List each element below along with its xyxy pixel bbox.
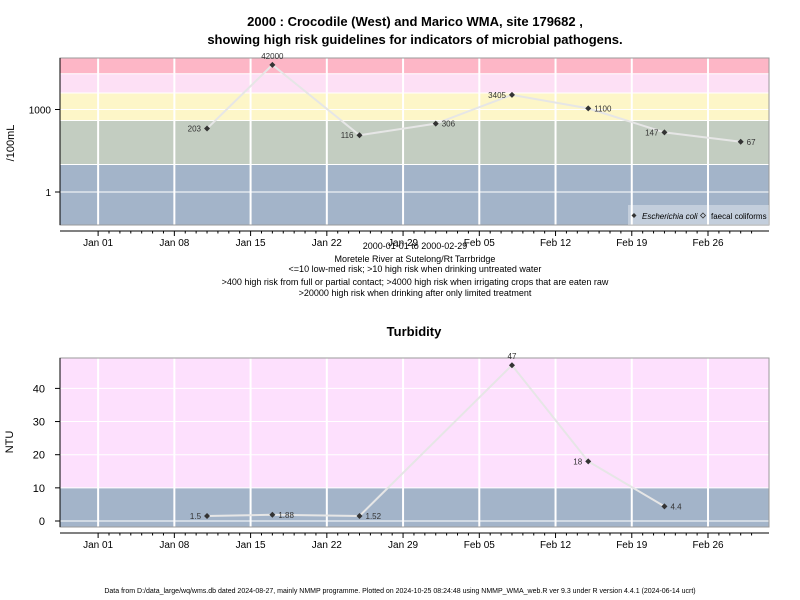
ecoli-data-label: 3405 (488, 91, 506, 100)
chart1-x-tick-label: Feb 26 (692, 238, 724, 249)
turbidity-data-point (204, 513, 211, 520)
chart1-x-tick-label: Jan 22 (312, 238, 342, 249)
chart1-y-tick-label: 1000 (29, 106, 52, 117)
turbidity-data-label: 1.52 (366, 512, 382, 521)
chart1-title-line1: 2000 : Crocodile (West) and Marico WMA, … (247, 14, 583, 29)
turbidity-data-point (269, 511, 276, 518)
chart1-caption-daterange: 2000-01-01 to 2000-02-29 (363, 241, 468, 251)
turbidity-data-label: 18 (573, 457, 582, 466)
chart1-y-tick-label: 1 (45, 188, 51, 199)
chart1-legend: Escherichia coli faecal coliforms (628, 205, 769, 225)
ecoli-data-label: 203 (188, 125, 202, 134)
chart2-x-tick-label: Jan 22 (312, 540, 342, 551)
turbidity-data-label: 1.88 (278, 511, 294, 520)
chart2-x-tick-label: Jan 15 (236, 540, 266, 551)
chart1-x-tick-label: Jan 01 (83, 238, 113, 249)
turbidity-data-label: 1.5 (190, 512, 202, 521)
chart1-x-tick-label: Feb 12 (540, 238, 572, 249)
chart2-ylabel: NTU (4, 431, 16, 454)
chart1-caption-risk-low: <=10 low-med risk; >10 high risk when dr… (289, 264, 542, 274)
turbidity-band-low (60, 487, 769, 527)
ecoli-data-label: 67 (747, 138, 756, 147)
turbidity-data-point (508, 362, 515, 369)
ecoli-data-label: 1100 (594, 104, 612, 113)
chart2-x-tick-label: Feb 26 (692, 540, 724, 551)
turbidity-data-point (585, 458, 592, 465)
chart2-x-tick-label: Feb 12 (540, 540, 572, 551)
chart1-x-tick-label: Feb 05 (464, 238, 496, 249)
chart1-x-tick-label: Jan 15 (236, 238, 266, 249)
ecoli-data-point (661, 129, 668, 136)
turbidity-data-point (661, 503, 668, 510)
chart2-y-tick-label: 20 (33, 450, 45, 462)
turbidity-data-label: 47 (508, 352, 517, 361)
turbidity-data-label: 4.4 (670, 502, 682, 511)
turbidity-series-line (207, 363, 665, 518)
risk-band-irrigation (60, 73, 769, 93)
faecal-legend-label: faecal coliforms (711, 212, 767, 221)
chart1-plot-area: 1 1000 Jan 01 Jan 08 Jan 15 Jan 22 Jan 29 Feb 0… (29, 52, 770, 249)
chart2-x-tick-label: Jan 01 (83, 540, 113, 551)
ecoli-data-point (432, 120, 439, 127)
ecoli-data-label: 42000 (261, 52, 284, 61)
chart1-caption-risk-contact: >400 high risk from full or partial cont… (222, 277, 609, 287)
chart2-y-tick-label: 30 (33, 417, 45, 429)
legend-background (628, 205, 769, 225)
ecoli-legend-label: Escherichia coli (642, 212, 698, 221)
chart2-x-tick-label: Jan 29 (388, 540, 418, 551)
risk-band-low (60, 164, 769, 225)
turbidity-band-high (60, 358, 769, 488)
chart1-ylabel: /100mL (5, 125, 17, 162)
chart1-title-line2: showing high risk guidelines for indicat… (207, 32, 622, 47)
chart2-y-tick-label: 10 (33, 483, 45, 495)
risk-band-limited-treatment (60, 58, 769, 74)
chart1-x-tick-label: Feb 19 (616, 238, 648, 249)
ecoli-data-point (585, 105, 592, 112)
ecoli-data-label: 116 (341, 131, 354, 140)
ecoli-data-point (204, 125, 211, 132)
ecoli-series-line (206, 63, 741, 143)
chart2-plot-area: 0 10 20 30 40 Jan 01 Jan 08 Jan 15 Jan 22 Jan 29 F… (33, 352, 770, 551)
ecoli-data-point (508, 91, 515, 98)
chart2-x-tick-label: Feb 19 (616, 540, 648, 551)
chart1-caption-site: Moretele River at Sutelong/Rt Tarrbridge (335, 254, 496, 264)
chart2-x-tick-label: Feb 05 (464, 540, 496, 551)
faecal-legend-marker (699, 212, 707, 219)
chart1-caption-risk-treatment: >20000 high risk when drinking after onl… (299, 288, 532, 298)
chart2-x-tick-label: Jan 08 (159, 540, 189, 551)
chart2-y-tick-label: 0 (39, 516, 45, 528)
risk-band-contact (60, 92, 769, 121)
ecoli-data-label: 147 (645, 128, 659, 137)
chart2-y-tick-label: 40 (33, 383, 45, 395)
ecoli-data-point (269, 61, 276, 68)
turbidity-data-point (356, 512, 363, 519)
chart1-x-tick-label: Jan 29 (388, 238, 418, 249)
ecoli-legend-marker (631, 213, 637, 218)
ecoli-data-label: 306 (442, 120, 456, 129)
footer-note: Data from D:/data_large/wq/wms.db dated … (104, 588, 696, 595)
chart1-x-tick-label: Jan 08 (159, 238, 189, 249)
ecoli-data-point (356, 132, 363, 139)
chart2-title: Turbidity (387, 324, 442, 339)
ecoli-data-point (737, 138, 744, 145)
